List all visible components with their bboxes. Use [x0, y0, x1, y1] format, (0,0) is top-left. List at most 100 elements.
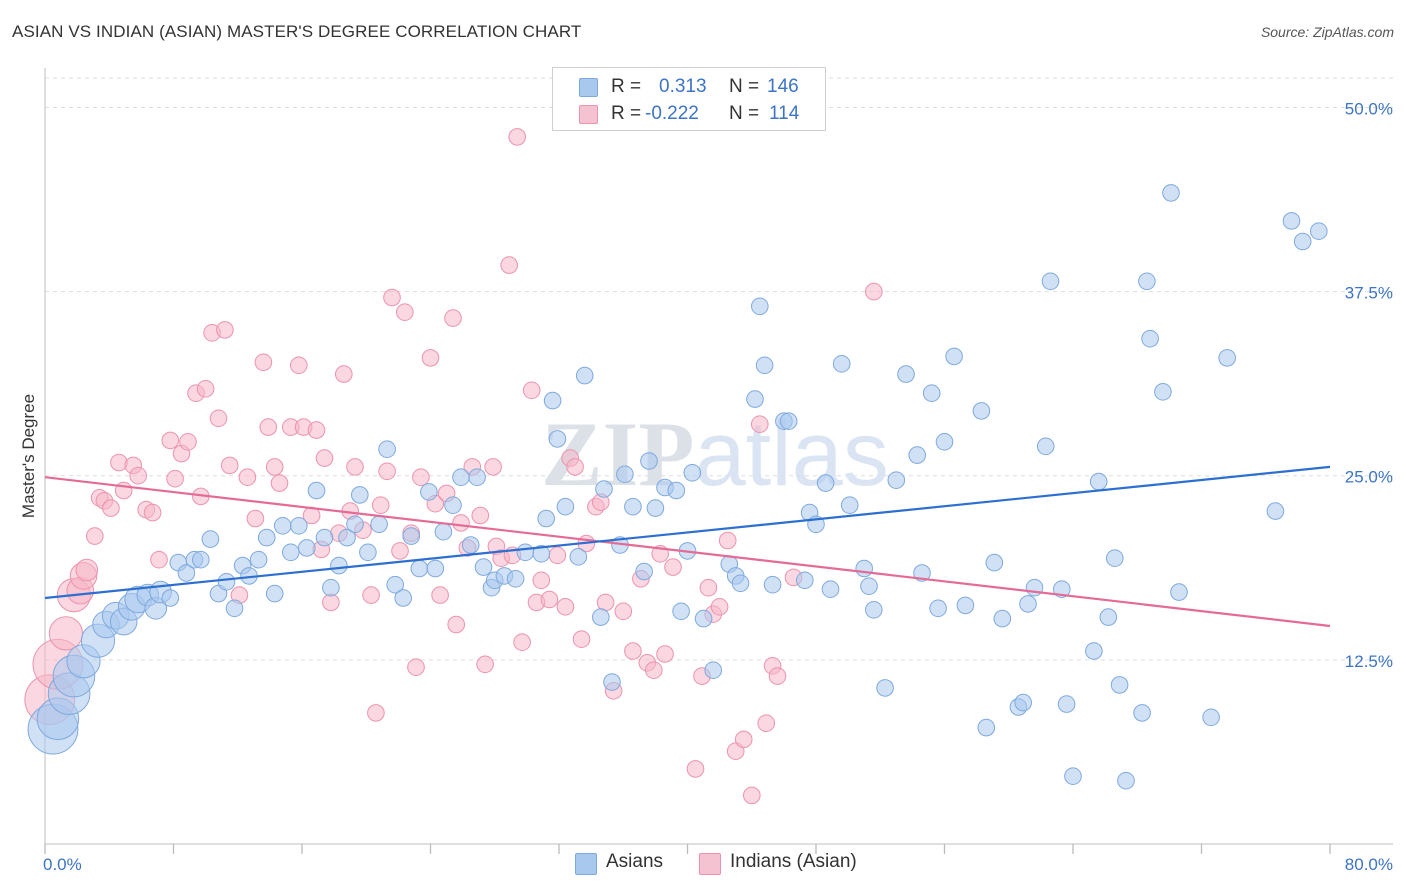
indian-point	[161, 431, 180, 450]
x-tick-label-min: 0.0%	[43, 855, 82, 874]
indian-point	[540, 590, 559, 609]
asian-point	[1014, 693, 1033, 712]
asian-point	[908, 446, 927, 464]
indian-point	[259, 418, 278, 436]
asian-points	[27, 184, 1328, 790]
indian-point	[196, 380, 215, 398]
asian-point	[426, 559, 445, 578]
asian-point	[929, 599, 947, 618]
asian-point	[624, 497, 642, 516]
asian-point	[755, 356, 774, 375]
asian-point	[192, 550, 210, 569]
indian-point	[335, 365, 353, 383]
indian-point	[645, 661, 663, 680]
asian-point	[1162, 184, 1180, 202]
indian-point	[412, 468, 430, 487]
asian-point	[273, 517, 292, 535]
indian-point	[220, 456, 239, 475]
asian-point	[548, 430, 567, 448]
indian-point	[572, 630, 591, 649]
asian-point	[865, 601, 883, 619]
indian-point	[179, 433, 197, 451]
indian-point	[238, 468, 257, 487]
legend-n-label: N =	[729, 103, 760, 124]
asian-point	[444, 496, 462, 515]
asian-point	[855, 559, 874, 578]
indian-point	[699, 578, 718, 597]
correlation-legend: R = 0.313 N = 146 R = -0.222 N = 114	[552, 67, 826, 131]
asian-point	[821, 580, 840, 599]
indian-point	[270, 474, 289, 492]
indian-point	[484, 458, 502, 476]
y-tick-label: 37.5%	[1345, 284, 1393, 303]
indian-point	[556, 598, 575, 616]
asian-point	[667, 481, 686, 500]
asian-point	[1133, 704, 1151, 722]
asian-point	[779, 412, 798, 431]
asian-point	[1099, 608, 1118, 626]
asian-point	[575, 366, 594, 385]
indian-point	[447, 615, 466, 634]
chart-title: ASIAN VS INDIAN (ASIAN) MASTER'S DEGREE …	[12, 22, 582, 41]
asian-point	[945, 347, 963, 366]
asian-point	[972, 402, 991, 420]
indian-point	[421, 349, 440, 367]
asian-point	[1141, 329, 1159, 348]
y-axis-label: Master's Degree	[19, 394, 38, 518]
asian-point	[1138, 272, 1156, 291]
asian-point	[434, 522, 453, 541]
legend-r-label: R =	[611, 76, 642, 97]
indians-swatch	[699, 853, 721, 875]
chart-source: Source: ZipAtlas.com	[1260, 24, 1394, 40]
asian-point	[751, 297, 769, 316]
indian-point	[110, 453, 128, 472]
indian-point	[596, 593, 615, 612]
asian-point	[832, 355, 851, 373]
indian-point	[548, 546, 567, 565]
asian-point	[290, 517, 308, 535]
asian-point	[956, 596, 975, 615]
indian-point	[656, 645, 674, 663]
asians-label: Asians	[606, 851, 664, 872]
asian-point	[346, 515, 364, 534]
indian-point	[290, 356, 308, 375]
asian-point	[796, 571, 814, 590]
indian-point	[216, 321, 234, 339]
legend-n-value: 114	[769, 103, 800, 124]
asian-point	[922, 384, 941, 403]
indian-point	[476, 655, 494, 674]
asian-point	[298, 539, 316, 557]
asian-point	[876, 679, 894, 697]
asian-point	[225, 599, 244, 618]
indian-point	[743, 786, 761, 805]
asian-point	[746, 390, 764, 408]
indian-point	[75, 558, 99, 582]
asian-point	[993, 609, 1012, 628]
asian-point	[330, 556, 348, 575]
indian-point	[751, 415, 769, 434]
asian-point	[897, 365, 915, 383]
asian-point	[351, 486, 369, 504]
indian-point	[371, 496, 390, 515]
asian-point	[683, 464, 702, 482]
asian-trend-line	[44, 465, 1331, 600]
asian-point	[410, 559, 429, 578]
tick-labels: 12.5% 25.0% 37.5% 50.0% 0.0% 80.0%	[43, 99, 1393, 874]
indian-point	[500, 256, 519, 274]
asian-point	[1154, 383, 1172, 401]
indian-point	[471, 506, 490, 525]
indian-point	[166, 469, 184, 488]
asian-point	[672, 602, 690, 621]
asian-point	[569, 548, 588, 566]
indian-point	[566, 458, 584, 476]
asian-swatch	[579, 78, 598, 97]
indian-point	[718, 531, 737, 550]
indians-label: Indians (Asian)	[730, 851, 857, 872]
asian-point	[1110, 676, 1129, 694]
asian-point	[217, 573, 236, 591]
asian-point	[1218, 349, 1236, 367]
asian-point	[537, 509, 556, 528]
trend-lines	[44, 465, 1331, 628]
indian-point	[522, 381, 541, 400]
asian-point	[1057, 695, 1076, 713]
